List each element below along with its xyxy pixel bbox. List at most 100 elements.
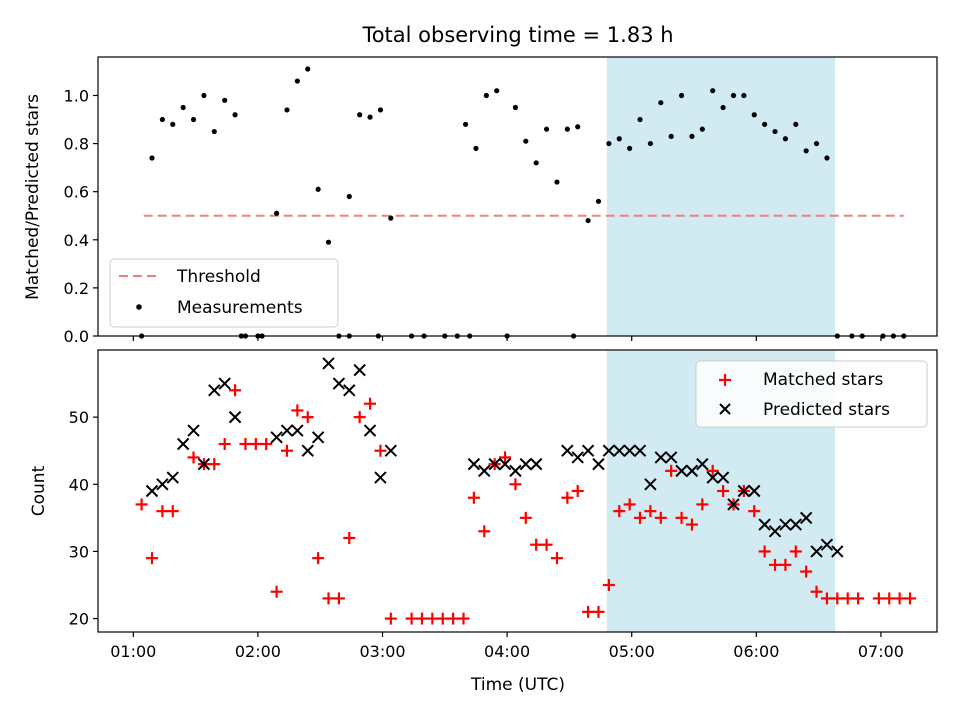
legend-predicted-swatch bbox=[719, 403, 731, 415]
predicted-star-point bbox=[799, 511, 813, 525]
measurement-point bbox=[190, 116, 197, 123]
measurement-point bbox=[462, 121, 469, 127]
measurement-point bbox=[616, 136, 622, 142]
top-ytick-label: 0.2 bbox=[64, 279, 89, 298]
measurement-point bbox=[772, 128, 778, 135]
predicted-star-point bbox=[218, 377, 231, 390]
predicted-star-point bbox=[322, 357, 335, 370]
matched-star-point bbox=[249, 438, 262, 450]
measurement-point bbox=[543, 126, 550, 132]
top-highlight-span bbox=[606, 57, 836, 336]
top-ytick-label: 0.6 bbox=[64, 183, 89, 202]
predicted-star-point bbox=[519, 457, 533, 471]
matched-star-point bbox=[467, 491, 480, 504]
bottom-ytick-label: 20 bbox=[69, 610, 89, 629]
measurement-point bbox=[627, 145, 633, 151]
predicted-star-point bbox=[311, 431, 325, 444]
matched-star-point bbox=[820, 592, 833, 605]
matched-star-point bbox=[550, 552, 563, 565]
matched-star-point bbox=[872, 592, 885, 605]
predicted-star-point bbox=[478, 464, 491, 478]
bottom-legend-frame bbox=[695, 360, 928, 428]
matched-star-point bbox=[301, 411, 314, 424]
measurement-point bbox=[377, 107, 384, 113]
predicted-star-point bbox=[768, 525, 782, 538]
measurement-point bbox=[762, 121, 768, 127]
top-legend: Threshold Measurements bbox=[109, 258, 339, 328]
measurement-point bbox=[689, 133, 695, 139]
top-ytick-label: 0.8 bbox=[64, 135, 89, 154]
top-legend-frame bbox=[109, 258, 339, 328]
measurement-point bbox=[730, 92, 737, 99]
predicted-star-point bbox=[581, 444, 595, 457]
matched-star-point bbox=[893, 592, 906, 605]
predicted-star-point bbox=[467, 457, 481, 471]
predicted-star-point bbox=[187, 424, 200, 437]
matched-star-point bbox=[571, 485, 584, 497]
legend-measurements-swatch bbox=[136, 304, 142, 310]
matched-star-point bbox=[374, 444, 387, 457]
matched-star-point bbox=[291, 404, 304, 417]
predicted-star-point bbox=[779, 518, 792, 531]
measurement-point bbox=[305, 66, 311, 72]
predicted-star-point bbox=[301, 444, 314, 457]
matched-star-point bbox=[509, 478, 522, 491]
bottom-axis-ticks: 20 30 40 50 01:00 02:00 03:00 04:00 05:00 06:00 07… bbox=[69, 408, 904, 661]
top-ytick-label: 0.0 bbox=[64, 327, 89, 346]
matched-star-point bbox=[904, 592, 917, 605]
predicted-star-point bbox=[374, 471, 387, 484]
matched-star-point bbox=[447, 612, 460, 625]
matched-star-point bbox=[312, 552, 325, 565]
matched-star-point bbox=[229, 384, 242, 397]
predicted-star-point bbox=[228, 410, 242, 424]
predicted-star-point bbox=[696, 457, 709, 471]
predicted-star-point bbox=[145, 484, 159, 498]
matched-star-point bbox=[135, 498, 148, 511]
predicted-star-point bbox=[529, 457, 543, 471]
matched-star-point bbox=[478, 525, 491, 538]
top-ytick-label: 0.4 bbox=[64, 231, 89, 250]
measurement-point bbox=[813, 140, 820, 147]
measurement-point bbox=[494, 88, 500, 94]
measurement-point bbox=[803, 148, 809, 154]
matched-star-point bbox=[758, 545, 771, 558]
predicted-star-point bbox=[727, 498, 740, 511]
bottom-xtick-label: 01:00 bbox=[110, 642, 156, 661]
matched-star-point bbox=[145, 552, 158, 565]
matched-star-point bbox=[187, 451, 200, 464]
predicted-star-point bbox=[810, 545, 823, 558]
bottom-ylabel: Count bbox=[29, 465, 49, 516]
predicted-star-point bbox=[343, 384, 356, 397]
matched-star-point bbox=[748, 505, 761, 518]
measurement-point bbox=[315, 186, 321, 192]
measurement-point bbox=[751, 112, 757, 118]
measurement-point bbox=[710, 88, 716, 94]
top-highlight-group bbox=[606, 57, 836, 336]
matched-star-point bbox=[769, 558, 782, 571]
matched-star-point bbox=[706, 464, 719, 477]
measurement-point bbox=[741, 92, 747, 99]
measurement-point bbox=[606, 140, 612, 147]
matched-star-point bbox=[332, 592, 345, 605]
predicted-star-point bbox=[498, 457, 512, 471]
predicted-star-point bbox=[644, 478, 657, 491]
measurement-point bbox=[699, 126, 705, 132]
predicted-star-point bbox=[706, 471, 719, 484]
predicted-star-point bbox=[176, 437, 190, 451]
bottom-ytick-label: 40 bbox=[69, 475, 89, 494]
matched-star-point bbox=[415, 612, 428, 625]
matched-star-point bbox=[166, 505, 179, 518]
matched-star-point bbox=[364, 397, 377, 410]
predicted-star-point bbox=[571, 451, 584, 464]
matched-star-point bbox=[343, 532, 356, 544]
predicted-star-point bbox=[675, 464, 688, 478]
predicted-star-point bbox=[664, 451, 678, 464]
matched-star-point bbox=[218, 438, 231, 450]
predicted-star-point bbox=[353, 363, 366, 377]
predicted-stars-series bbox=[145, 357, 844, 558]
bottom-ytick-label: 30 bbox=[69, 542, 89, 561]
bottom-axes-frame bbox=[97, 349, 938, 633]
matched-star-point bbox=[405, 612, 418, 625]
measurement-point bbox=[564, 126, 570, 132]
